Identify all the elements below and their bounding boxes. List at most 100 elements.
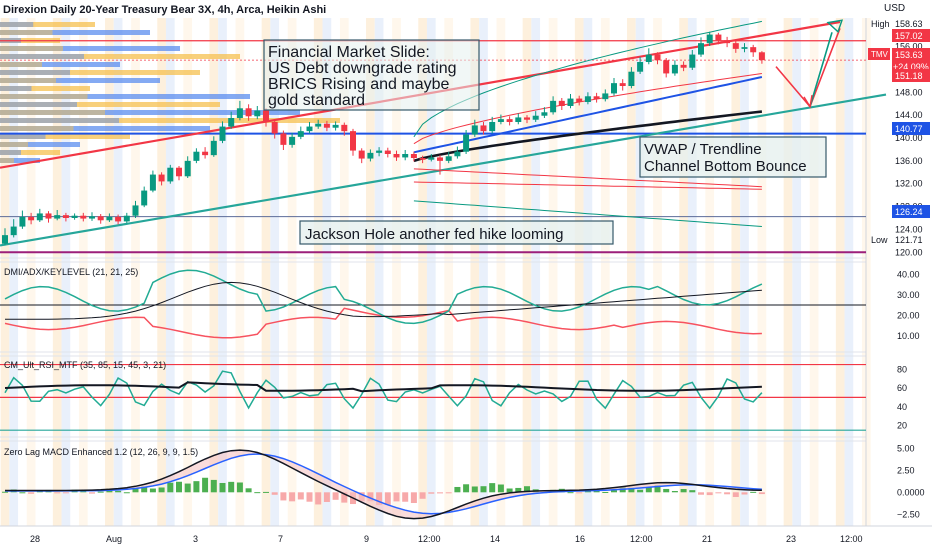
session-band — [218, 18, 227, 526]
session-band — [600, 18, 610, 526]
macd-histogram-bar — [628, 487, 635, 493]
candle-body — [402, 154, 409, 158]
macd-histogram-bar — [393, 492, 400, 502]
macd-histogram-bar — [176, 481, 182, 493]
profile-bar — [0, 22, 95, 27]
candle-body — [149, 174, 156, 191]
macd-histogram-bar — [419, 492, 426, 499]
candle-body — [471, 125, 478, 135]
profile-bar — [0, 78, 160, 83]
macd-histogram-bar — [567, 492, 574, 494]
profile-bar — [0, 62, 42, 67]
candles — [2, 31, 765, 246]
macd-histogram-bar — [602, 491, 609, 493]
macd-histogram-bar — [271, 492, 278, 495]
ticker-tag: TMV — [868, 48, 890, 60]
low-caption: Low — [871, 235, 888, 245]
candle-body — [576, 98, 583, 102]
profile-bar — [0, 126, 210, 131]
macd-histogram-bar — [654, 485, 661, 493]
macd-histogram-bar — [297, 492, 304, 500]
candle-body — [176, 167, 182, 177]
candle-body — [97, 216, 104, 221]
candle-body — [141, 190, 148, 206]
candle-body — [663, 60, 670, 74]
vwap-band-lower-3 — [413, 200, 762, 227]
annotation-line: Channel Bottom Bounce — [644, 158, 807, 175]
time-label: 9 — [364, 534, 369, 544]
macd-histogram-bar — [515, 487, 522, 493]
macd-tick-label: 0.0000 — [897, 487, 925, 497]
candle-body — [515, 117, 522, 122]
session-band — [26, 18, 36, 526]
high-label: High 158.63 — [871, 19, 923, 29]
annotation-line: US Debt downgrade rating — [268, 60, 457, 77]
profile-bar — [0, 142, 28, 147]
rsi-ma-line — [4, 381, 762, 393]
candle-body — [489, 122, 496, 132]
macd-histogram-bar — [741, 492, 748, 495]
candle-body — [323, 123, 330, 128]
profile-bar — [0, 94, 88, 99]
candle-body — [689, 54, 696, 68]
change-value: +24.09% — [893, 62, 929, 72]
vwap-value: 151.18 — [895, 71, 923, 81]
session-band — [679, 18, 688, 526]
macd-histogram-bar — [228, 481, 235, 493]
time-label: 3 — [193, 534, 198, 544]
profile-bar — [0, 158, 40, 163]
candle-body — [584, 96, 591, 102]
session-band — [809, 18, 819, 526]
rsi-tick-label: 80 — [897, 364, 907, 374]
annotation-jackson-hole[interactable]: Jackson Hole another fed hike looming — [299, 220, 614, 245]
candle-body — [593, 96, 600, 100]
profile-bar — [0, 62, 120, 67]
annotation-vwap-bounce[interactable]: VWAP / Trendline Channel Bottom Bounce — [639, 136, 827, 178]
candle-body — [611, 83, 617, 94]
candle-body — [263, 110, 269, 122]
candle-body — [167, 167, 174, 182]
session-band — [627, 18, 636, 526]
macd-histogram-bar — [289, 492, 296, 502]
profile-bar — [0, 102, 77, 107]
candle-body — [437, 157, 443, 161]
macd-histogram-bar — [2, 491, 8, 493]
support-tag: 126.24 — [892, 205, 930, 218]
macd-histogram-bar — [167, 482, 174, 493]
session-band — [426, 18, 436, 526]
session-band — [496, 18, 506, 526]
candle-body — [297, 131, 304, 137]
macd-histogram-bar — [89, 492, 95, 494]
macd-histogram-bar — [54, 492, 61, 494]
macd-histogram-bar — [97, 491, 104, 493]
annotation-market-slide[interactable]: Financial Market Slide: US Debt downgrad… — [263, 39, 480, 111]
candle-body — [541, 112, 548, 116]
macd-histogram-bar — [445, 492, 452, 494]
macd-histogram-bar — [750, 491, 757, 493]
profile-bar — [0, 70, 200, 75]
candle-body — [202, 151, 209, 156]
candle-body — [750, 47, 757, 53]
profile-bar — [0, 22, 34, 27]
candle-body — [341, 124, 348, 132]
price-tick-label: 124.00 — [895, 224, 923, 234]
price-tick-label: 140.00 — [895, 133, 923, 143]
vwap-line — [413, 110, 763, 163]
session-band — [105, 18, 114, 526]
macd-histogram-bar — [671, 491, 678, 493]
candle-body — [480, 125, 487, 132]
profile-bar — [0, 54, 84, 59]
high-caption: High — [871, 19, 890, 29]
time-label: Aug — [106, 534, 122, 544]
time-label: 14 — [490, 534, 500, 544]
profile-bar — [0, 150, 21, 155]
profile-bar — [0, 30, 53, 35]
macd-histogram-bar — [245, 488, 252, 493]
candle-body — [28, 216, 35, 221]
macd-histogram-bar — [149, 488, 156, 493]
candle-body — [132, 205, 139, 216]
session-band — [531, 18, 541, 526]
macd-title: Zero Lag MACD Enhanced 1.2 (12, 26, 9, 9… — [4, 447, 198, 457]
session-band — [583, 18, 593, 526]
